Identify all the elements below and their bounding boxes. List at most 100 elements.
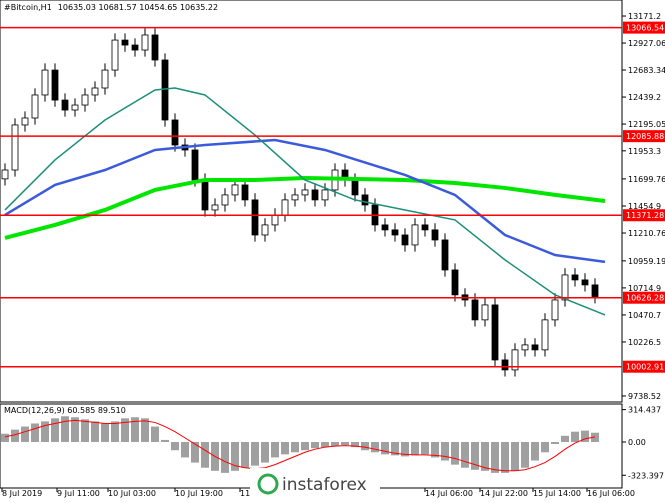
macd-bar xyxy=(341,441,349,446)
macd-bar xyxy=(41,421,49,442)
macd-bar xyxy=(551,441,559,445)
macd-bar xyxy=(321,441,329,448)
candle-body xyxy=(441,239,449,271)
macd-bar xyxy=(381,441,389,455)
level-tag xyxy=(623,291,665,304)
candle-body xyxy=(381,224,389,231)
y-tick-label: 10226.5 xyxy=(628,338,661,347)
candle-body xyxy=(451,269,459,296)
y-tick-label: -323.397 xyxy=(628,471,664,480)
symbol: #Bitcoin,H1 xyxy=(4,3,52,12)
candle-body xyxy=(491,304,499,361)
moving-average xyxy=(4,175,606,240)
candle-body xyxy=(531,344,539,351)
level-label: 13066.54 xyxy=(626,24,664,33)
candle-body xyxy=(571,274,579,281)
macd-bar xyxy=(401,441,409,457)
candle-body xyxy=(141,34,149,51)
level-label: 10002.91 xyxy=(626,363,664,372)
candle-body xyxy=(151,34,159,61)
candle-body xyxy=(171,119,179,146)
candle-body xyxy=(521,344,529,351)
candle-body xyxy=(591,284,599,298)
y-tick-label: 314.437 xyxy=(628,406,661,415)
x-tick-label: 10 Jul 19:00 xyxy=(175,489,223,498)
macd-bar xyxy=(481,441,489,471)
candle-body xyxy=(91,87,99,96)
watermark: instaforex xyxy=(282,475,367,495)
candle-body xyxy=(191,149,199,181)
y-tick-label: 12927.06 xyxy=(628,39,665,48)
macd-bar xyxy=(131,417,139,442)
macd-bar xyxy=(311,441,319,449)
y-tick-label: 11454.9 xyxy=(628,202,661,211)
macd-bar xyxy=(171,441,179,451)
candle-body xyxy=(511,349,519,371)
macd-bar xyxy=(391,441,399,456)
macd-bar xyxy=(271,441,279,458)
macd-bar xyxy=(101,423,109,442)
macd-bar xyxy=(491,441,499,473)
y-tick-label: 12439.2 xyxy=(628,93,661,102)
candle-body xyxy=(351,179,359,196)
candle-body xyxy=(271,214,279,226)
moving-average xyxy=(4,138,606,264)
macd-bar xyxy=(201,441,209,468)
watermark-logo xyxy=(257,473,279,495)
macd-bar xyxy=(461,441,469,468)
macd-bar xyxy=(121,418,129,442)
macd-bar xyxy=(521,441,529,468)
candle-body xyxy=(431,229,439,241)
y-tick-label: 11953.3 xyxy=(628,147,661,156)
candle-body xyxy=(261,224,269,236)
candle-body xyxy=(1,169,9,180)
y-tick-label: 11699.76 xyxy=(628,175,665,184)
macd-bar xyxy=(91,421,99,442)
candle-body xyxy=(501,359,509,371)
macd-bar xyxy=(161,439,169,442)
macd-bar xyxy=(291,441,299,453)
candle-body xyxy=(81,94,89,106)
y-tick-label: 9738.52 xyxy=(628,392,661,401)
macd-bar xyxy=(51,418,59,442)
y-tick-label: 12195.05 xyxy=(628,120,665,129)
x-tick-label: 15 Jul 14:00 xyxy=(533,489,581,498)
candle-body xyxy=(231,184,239,196)
macd-bar xyxy=(451,441,459,465)
level-label: 10626.28 xyxy=(626,294,664,303)
macd-bar xyxy=(441,441,449,461)
y-tick-label: 12683.34 xyxy=(628,66,665,75)
x-tick-label: 16 Jul 06:00 xyxy=(587,489,635,498)
macd-bar xyxy=(181,441,189,458)
candle-body xyxy=(11,124,19,171)
macd-bar xyxy=(541,441,549,453)
candle-body xyxy=(551,299,559,321)
candle-body xyxy=(561,274,569,301)
macd-bar xyxy=(591,432,599,442)
y-tick-label: 10959.19 xyxy=(628,257,665,266)
macd-bar xyxy=(411,441,419,456)
candle-body xyxy=(311,189,319,201)
macd-bar xyxy=(151,426,159,442)
macd-bar xyxy=(371,441,379,453)
candle-body xyxy=(581,279,589,286)
candle-body xyxy=(301,189,309,196)
symbol-header: #Bitcoin,H1 10635.03 10681.57 10454.65 10… xyxy=(4,3,218,12)
candle-body xyxy=(281,199,289,216)
level-tag xyxy=(623,209,665,222)
candle-body xyxy=(421,224,429,231)
candle-body xyxy=(401,234,409,246)
level-label: 12085.88 xyxy=(626,132,664,141)
macd-bar xyxy=(11,429,19,442)
macd-bar xyxy=(561,435,569,442)
macd-bar xyxy=(511,441,519,471)
candle-body xyxy=(221,194,229,206)
macd-bar xyxy=(351,441,359,448)
macd-title: MACD(12,26,9) 60.585 89.510 xyxy=(4,406,126,415)
x-tick-label: 14 Jul 06:00 xyxy=(425,489,473,498)
candle-body xyxy=(161,59,169,121)
candle-body xyxy=(131,44,139,51)
level-tag xyxy=(623,360,665,373)
macd-bar xyxy=(111,421,119,442)
